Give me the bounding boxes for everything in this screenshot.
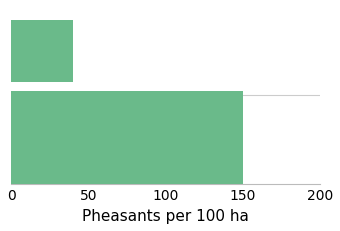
Bar: [11, 20, 73, 82]
Bar: [11, 91, 243, 188]
X-axis label: Pheasants per 100 ha: Pheasants per 100 ha: [82, 209, 249, 224]
